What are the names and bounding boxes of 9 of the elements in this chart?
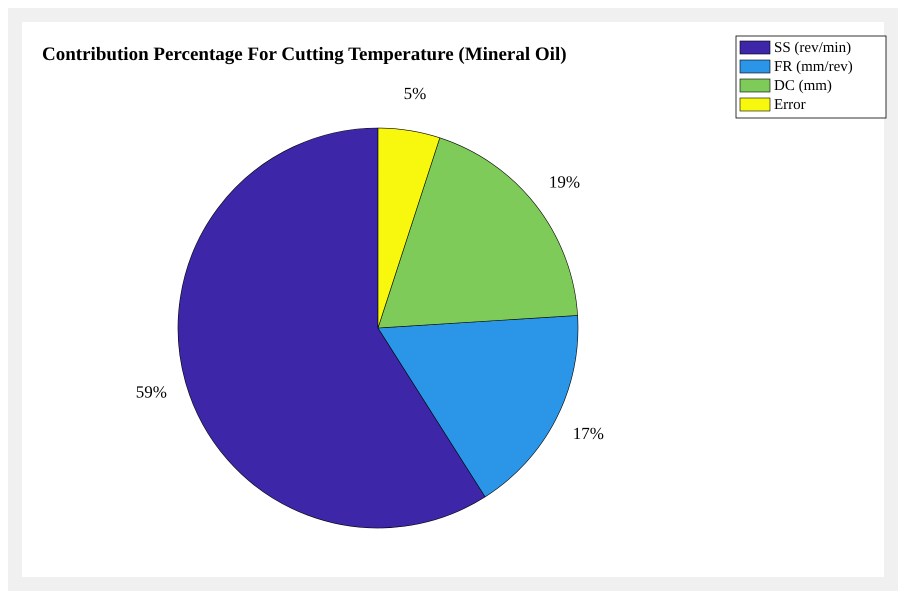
data-label: 59% <box>136 382 167 402</box>
data-label: 5% <box>404 84 426 103</box>
chart-title: Contribution Percentage For Cutting Temperature (Mineral Oil) <box>42 44 567 65</box>
legend-label: Error <box>774 97 806 113</box>
legend-label: DC (mm) <box>774 78 832 94</box>
data-label: 17% <box>572 424 604 444</box>
legend-label: FR (mm/rev) <box>774 59 853 75</box>
legend-label: SS (rev/min) <box>774 40 852 56</box>
data-label: 19% <box>548 172 580 192</box>
